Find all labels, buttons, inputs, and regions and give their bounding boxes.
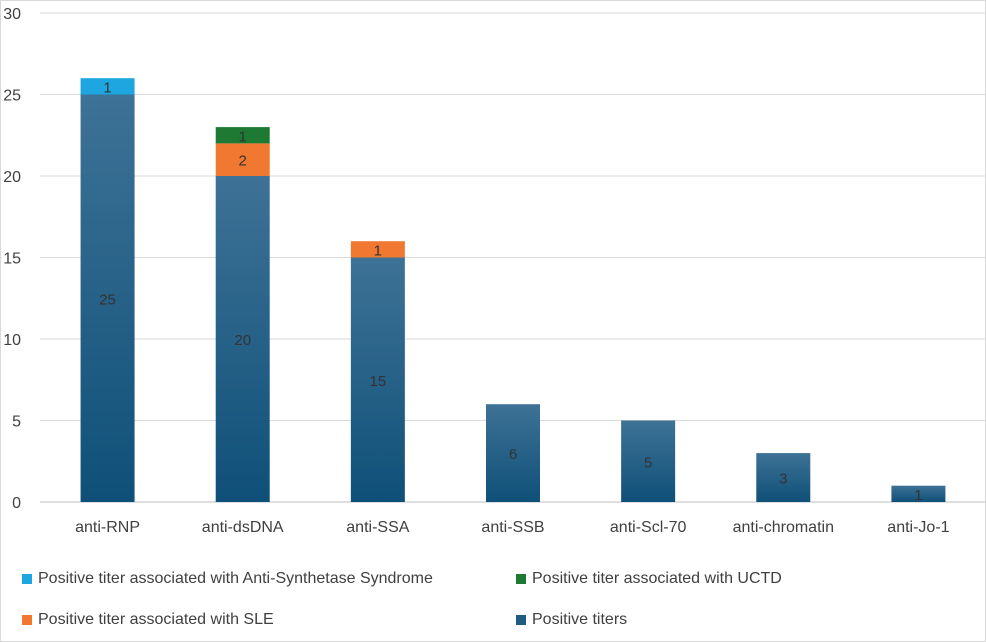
x-tick-label: anti-chromatin: [733, 519, 834, 536]
bar-segment: [756, 453, 811, 502]
data-label: 1: [103, 79, 111, 96]
bar-segment: [80, 78, 135, 95]
x-tick-label: anti-Jo-1: [887, 519, 949, 536]
data-label: 5: [644, 454, 652, 471]
y-tick-label: 30: [3, 6, 21, 23]
bar-segment: [621, 420, 676, 502]
data-label: 2: [239, 153, 247, 170]
bar-segment: [486, 404, 540, 502]
data-label: 25: [99, 291, 116, 308]
bar-segment: [80, 94, 135, 502]
data-label: 3: [779, 471, 787, 488]
bar-segment: [891, 485, 946, 502]
data-label: 1: [374, 242, 382, 259]
bar-segment: [215, 127, 270, 144]
bar-segment: [215, 176, 270, 502]
bar-segment: [350, 241, 405, 258]
x-tick-label: anti-SSB: [481, 519, 544, 536]
y-tick-label: 25: [3, 88, 21, 105]
y-tick-label: 0: [12, 495, 21, 512]
data-label: 1: [914, 487, 922, 504]
x-tick-label: anti-RNP: [75, 519, 140, 536]
y-tick-label: 10: [3, 332, 21, 349]
y-tick-label: 15: [3, 251, 21, 268]
bar-segment: [215, 143, 270, 176]
x-tick-label: anti-dsDNA: [202, 519, 284, 536]
data-label: 6: [509, 446, 517, 463]
data-label: 1: [239, 128, 247, 145]
data-label: 15: [370, 373, 387, 390]
y-tick-label: 20: [3, 169, 21, 186]
x-tick-label: anti-SSA: [346, 519, 409, 536]
bar-segment: [350, 257, 405, 502]
data-label: 20: [234, 332, 251, 349]
y-tick-label: 5: [12, 414, 21, 431]
x-tick-label: anti-Scl-70: [610, 519, 687, 536]
